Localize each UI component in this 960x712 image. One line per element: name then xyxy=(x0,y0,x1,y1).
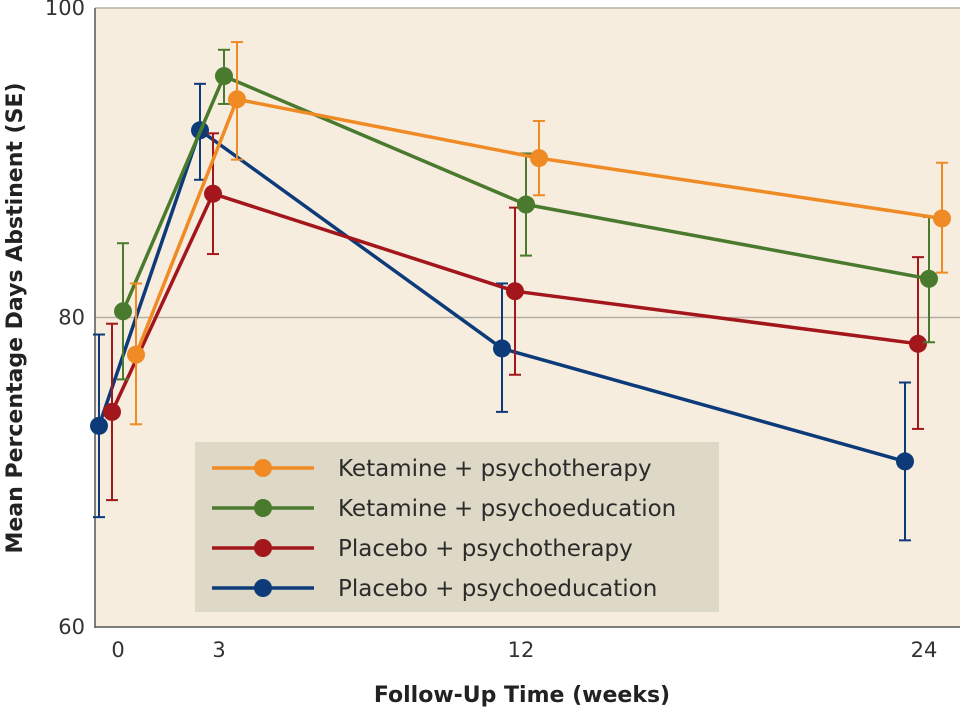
legend: Ketamine + psychotherapy Ketamine + psych… xyxy=(195,442,719,612)
data-point xyxy=(896,452,914,471)
series-line xyxy=(134,97,943,356)
data-point xyxy=(920,269,938,288)
data-point xyxy=(215,67,233,86)
data-point xyxy=(103,402,121,421)
data-point xyxy=(90,416,108,435)
series-layer xyxy=(90,41,951,542)
data-point xyxy=(127,345,145,364)
data-point xyxy=(909,334,927,353)
y-tick-label: 60 xyxy=(58,615,85,639)
legend-swatch-marker xyxy=(254,579,272,597)
data-point xyxy=(204,184,222,203)
data-point xyxy=(114,302,132,321)
y-axis-title: Mean Percentage Days Abstinent (SE) xyxy=(3,82,28,553)
legend-label: Ketamine + psychotherapy xyxy=(338,456,652,482)
y-tick-label: 80 xyxy=(58,306,85,330)
axes: 60 80 100 0 3 12 24 xyxy=(45,0,960,662)
legend-box xyxy=(195,442,719,612)
series-1 xyxy=(114,48,938,381)
data-point xyxy=(530,149,548,168)
x-tick-label: 12 xyxy=(508,638,535,662)
gridlines xyxy=(95,7,960,319)
legend-label: Ketamine + psychoeducation xyxy=(338,496,676,522)
data-point xyxy=(228,90,246,109)
legend-label: Placebo + psychotherapy xyxy=(338,536,633,562)
legend-label: Placebo + psychoeducation xyxy=(338,576,657,602)
x-tick-label: 24 xyxy=(911,638,938,662)
series-2 xyxy=(103,132,927,502)
legend-swatch-marker xyxy=(254,499,272,517)
series-0 xyxy=(127,41,951,426)
x-tick-label: 0 xyxy=(111,638,124,662)
data-point xyxy=(493,339,511,358)
series-line xyxy=(110,191,919,413)
x-axis-title: Follow-Up Time (weeks) xyxy=(374,683,670,708)
series-line xyxy=(121,74,930,313)
y-tick-label: 100 xyxy=(45,0,85,20)
legend-swatch-marker xyxy=(254,539,272,557)
x-tick-label: 3 xyxy=(212,638,225,662)
legend-swatch-marker xyxy=(254,459,272,477)
data-point xyxy=(506,282,524,301)
data-point xyxy=(517,195,535,214)
data-point xyxy=(933,209,951,228)
